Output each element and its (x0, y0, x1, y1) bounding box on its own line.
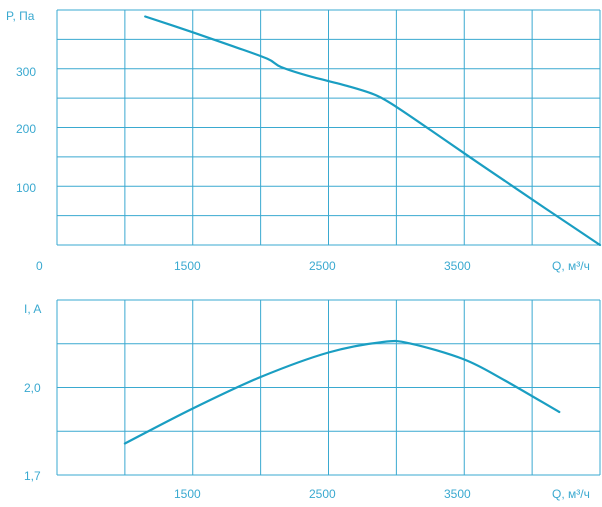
pressure-y-axis-label: P, Па (6, 9, 35, 23)
pressure-series-line (144, 15, 602, 247)
current-x-tick-2500: 2500 (309, 487, 336, 501)
pressure-x-tick-1500: 1500 (174, 259, 201, 273)
pressure-x-tick-3500: 3500 (444, 259, 471, 273)
current-x-axis-label: Q, м³/ч (552, 487, 590, 501)
pressure-y-tick-300: 300 (16, 65, 36, 79)
current-y-tick-1-7: 1,7 (24, 469, 41, 483)
current-grid (56, 299, 601, 476)
pressure-grid (56, 9, 601, 246)
pressure-x-tick-2500: 2500 (309, 259, 336, 273)
current-y-axis-label: I, A (24, 302, 41, 316)
current-x-tick-3500: 3500 (444, 487, 471, 501)
pressure-y-tick-100: 100 (16, 181, 36, 195)
pressure-curve-group (144, 15, 602, 247)
current-y-tick-2-0: 2,0 (24, 381, 41, 395)
current-x-tick-1500: 1500 (174, 487, 201, 501)
pressure-y-tick-200: 200 (16, 122, 36, 136)
pressure-origin-label: 0 (36, 259, 43, 273)
current-chart: I, A 2,0 1,7 1500 2500 3500 Q, м³/ч (24, 299, 601, 501)
current-series-line (123, 339, 561, 445)
pressure-x-axis-label: Q, м³/ч (552, 259, 590, 273)
pressure-chart: P, Па 300 200 100 0 1500 2500 3500 Q, м³… (6, 9, 602, 273)
current-curve-group (123, 339, 561, 445)
